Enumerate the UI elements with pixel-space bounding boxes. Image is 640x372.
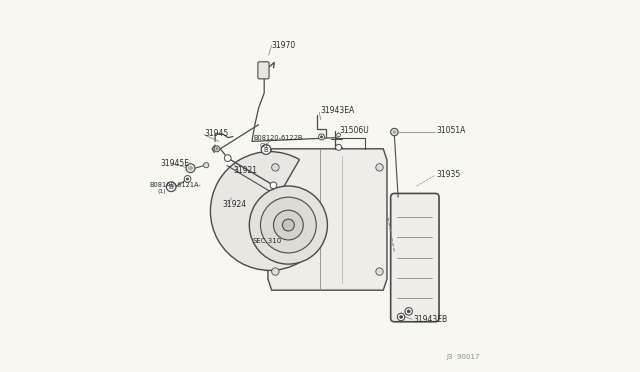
Text: B: B bbox=[169, 184, 173, 190]
Circle shape bbox=[189, 166, 193, 170]
Circle shape bbox=[204, 163, 209, 168]
Circle shape bbox=[405, 308, 412, 315]
FancyBboxPatch shape bbox=[258, 62, 269, 79]
Wedge shape bbox=[211, 152, 300, 270]
Circle shape bbox=[335, 144, 342, 150]
Circle shape bbox=[216, 148, 218, 150]
Text: 31945E: 31945E bbox=[160, 159, 189, 168]
Circle shape bbox=[186, 178, 189, 180]
Polygon shape bbox=[268, 149, 387, 290]
Text: 31924: 31924 bbox=[223, 200, 246, 209]
Circle shape bbox=[250, 186, 328, 264]
Text: B08120-6122B: B08120-6122B bbox=[253, 135, 303, 141]
FancyBboxPatch shape bbox=[390, 193, 439, 322]
Circle shape bbox=[390, 128, 398, 136]
Circle shape bbox=[319, 134, 324, 140]
Circle shape bbox=[270, 182, 277, 189]
Text: 31943EA: 31943EA bbox=[320, 106, 355, 115]
Circle shape bbox=[166, 182, 176, 192]
Text: 31506U: 31506U bbox=[339, 126, 369, 135]
Circle shape bbox=[261, 145, 271, 154]
Circle shape bbox=[399, 315, 403, 318]
Text: 31921: 31921 bbox=[234, 166, 258, 175]
Text: 31935: 31935 bbox=[436, 170, 460, 179]
Circle shape bbox=[271, 268, 279, 275]
Circle shape bbox=[376, 268, 383, 275]
Circle shape bbox=[321, 136, 323, 138]
Text: B081A0-6121A-: B081A0-6121A- bbox=[150, 182, 202, 188]
Circle shape bbox=[186, 164, 195, 173]
Circle shape bbox=[282, 219, 294, 231]
Circle shape bbox=[376, 164, 383, 171]
Circle shape bbox=[407, 310, 410, 313]
Circle shape bbox=[260, 197, 316, 253]
Text: (1): (1) bbox=[157, 189, 166, 194]
Circle shape bbox=[214, 146, 220, 152]
Text: 31943EB: 31943EB bbox=[413, 315, 447, 324]
Text: 31945: 31945 bbox=[204, 129, 228, 138]
Circle shape bbox=[271, 164, 279, 171]
Text: (2): (2) bbox=[260, 142, 269, 148]
Text: 31970: 31970 bbox=[271, 41, 296, 50]
Circle shape bbox=[393, 131, 396, 134]
Circle shape bbox=[337, 133, 340, 137]
Circle shape bbox=[273, 210, 303, 240]
Text: SEC.310: SEC.310 bbox=[253, 238, 282, 244]
Circle shape bbox=[397, 313, 405, 321]
Circle shape bbox=[184, 176, 191, 182]
Circle shape bbox=[225, 155, 231, 161]
Text: 31051A: 31051A bbox=[436, 126, 465, 135]
Text: J3  90017: J3 90017 bbox=[447, 354, 480, 360]
Text: B: B bbox=[264, 147, 268, 153]
